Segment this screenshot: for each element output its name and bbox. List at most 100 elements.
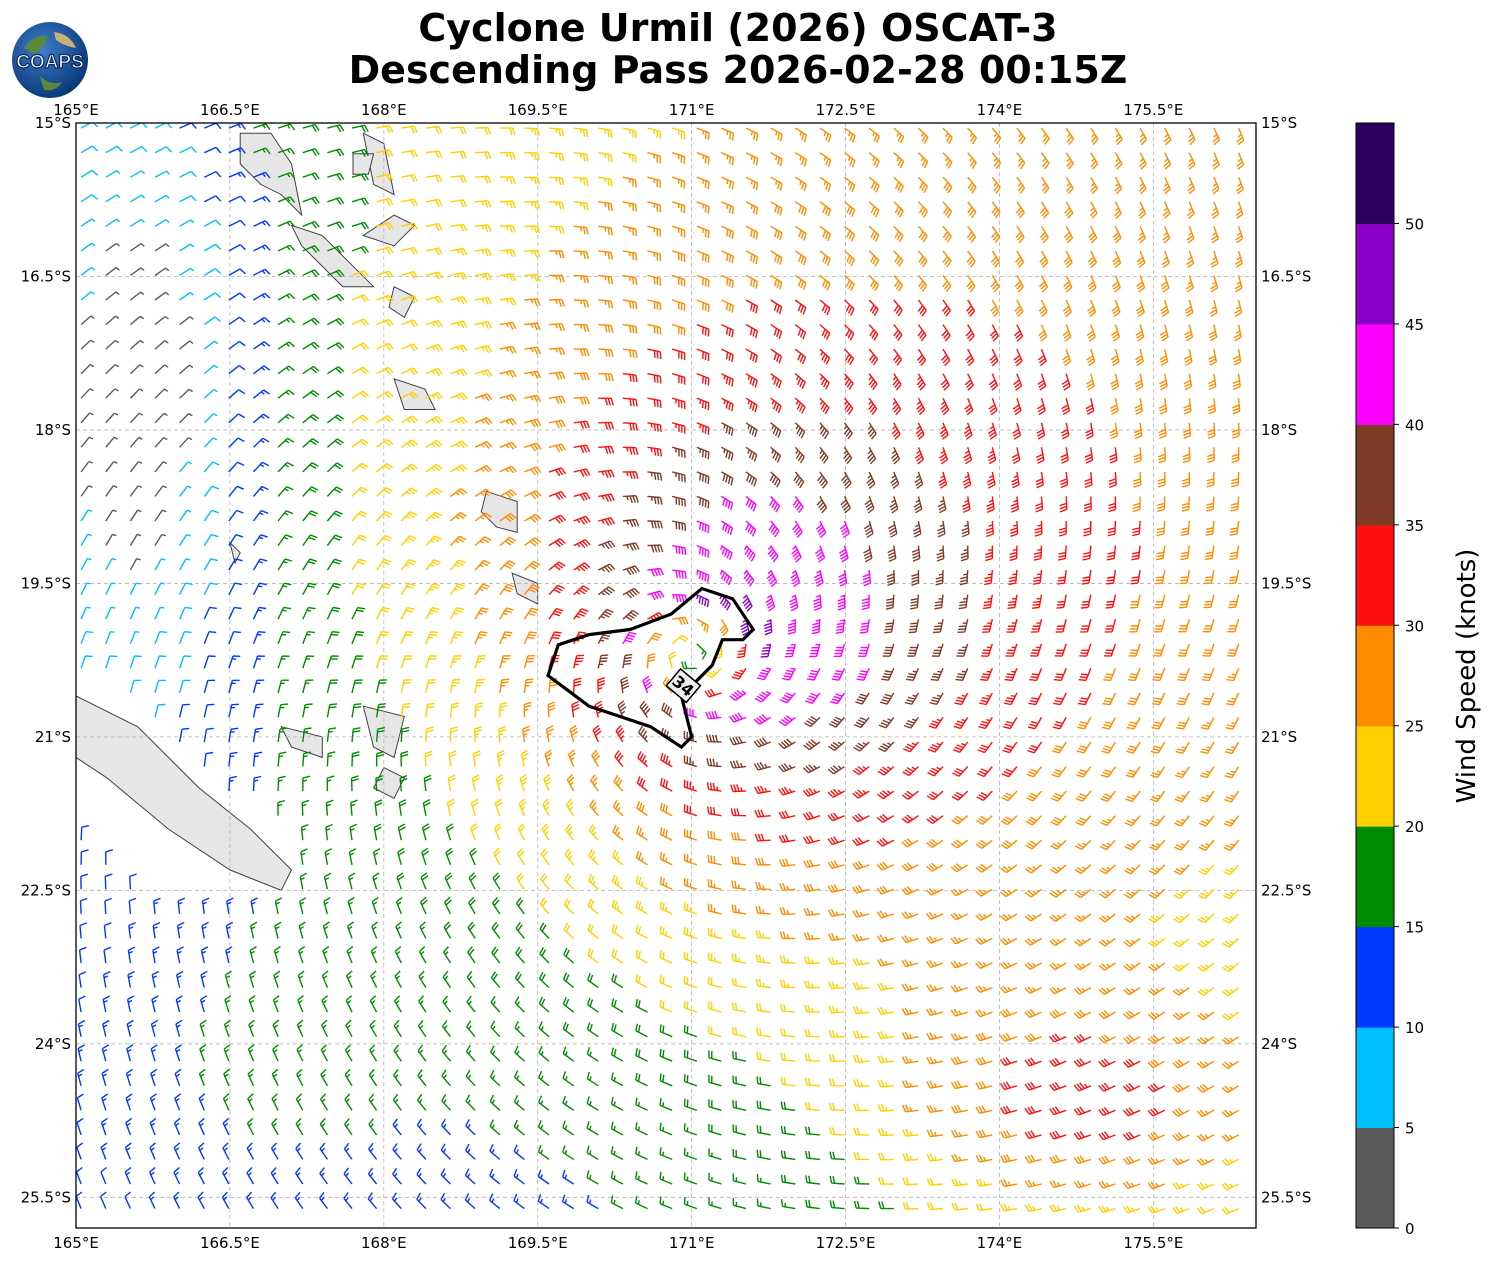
wind-barb — [1123, 888, 1141, 899]
wind-barb — [425, 559, 441, 571]
wind-barb — [393, 1044, 402, 1062]
wind-barb — [464, 1168, 476, 1185]
wind-barb — [489, 1069, 501, 1087]
wind-barb — [203, 461, 220, 473]
wind-barb — [252, 485, 269, 497]
wind-barb — [302, 245, 320, 253]
wind-barb — [1102, 692, 1117, 706]
wind-barb — [400, 439, 419, 448]
wind-barb — [598, 348, 614, 358]
wind-barb — [853, 1176, 870, 1185]
wind-barb — [1135, 324, 1145, 342]
wind-barb — [1173, 913, 1190, 924]
wind-barb — [130, 194, 145, 203]
wind-barb — [179, 364, 194, 375]
wind-barb — [203, 631, 217, 645]
wind-barb — [1225, 692, 1240, 706]
wind-barb — [622, 299, 638, 310]
wind-barb — [1054, 643, 1067, 657]
wind-barb — [567, 749, 576, 767]
wind-barb — [683, 706, 697, 719]
wind-barb — [1105, 594, 1117, 609]
wind-barb — [902, 1128, 919, 1137]
wind-barb — [277, 220, 296, 228]
wind-barb — [868, 373, 878, 391]
wind-barb — [327, 317, 345, 326]
wind-barb — [105, 582, 116, 596]
wind-barb — [474, 296, 492, 305]
wind-barb — [1234, 275, 1243, 293]
wind-barb — [154, 436, 168, 448]
wind-barb — [474, 678, 485, 694]
wind-barb — [975, 937, 993, 945]
wind-barb — [1050, 839, 1067, 850]
wind-barb — [647, 225, 662, 237]
wind-barb — [939, 422, 949, 440]
wind-barb — [548, 419, 566, 429]
wind-barb — [374, 799, 383, 816]
wind-barb — [1114, 176, 1123, 195]
34kt-contour: 34 — [546, 586, 756, 750]
wind-barb — [952, 766, 969, 777]
wind-barb — [794, 127, 808, 143]
wind-barb — [475, 175, 492, 184]
wind-barb — [1109, 422, 1119, 440]
wind-barb — [1222, 937, 1240, 948]
wind-barb — [400, 655, 413, 669]
wind-barb — [302, 389, 320, 399]
lon-tick-label-bottom: 168°E — [361, 1234, 407, 1252]
wind-barb — [326, 414, 345, 424]
wind-barb — [888, 520, 898, 538]
colorbar-tick-label: 15 — [1405, 919, 1424, 937]
wind-barb — [1124, 864, 1141, 875]
wind-barb — [1049, 888, 1067, 898]
wind-barb — [537, 1169, 550, 1185]
wind-barb — [804, 1053, 820, 1062]
wind-barb — [400, 607, 415, 620]
wind-barb — [351, 486, 368, 497]
wind-barb — [756, 1027, 771, 1038]
wind-barb — [1208, 324, 1218, 342]
wind-barb — [228, 679, 240, 694]
wind-barb — [696, 544, 710, 558]
wind-barb — [228, 751, 238, 767]
wind-barb — [277, 317, 296, 326]
wind-barb — [176, 921, 185, 939]
wind-barb — [802, 764, 821, 774]
wind-barb — [321, 970, 329, 988]
wind-barb — [636, 825, 648, 841]
island — [228, 540, 241, 565]
wind-barb — [754, 785, 771, 795]
wind-barb — [926, 959, 944, 968]
wind-barb — [745, 274, 759, 289]
wind-barb — [745, 422, 758, 438]
wind-barb — [732, 1148, 747, 1161]
wind-barb — [819, 324, 831, 340]
wind-barb — [827, 788, 845, 798]
wind-barb — [610, 1195, 624, 1210]
wind-barb — [418, 995, 427, 1013]
wind-barb — [683, 1196, 698, 1210]
wind-barb — [1155, 569, 1166, 585]
wind-barb — [1057, 570, 1067, 585]
wind-barb — [1179, 569, 1190, 585]
wind-barb — [1025, 815, 1042, 826]
wind-barb — [252, 558, 268, 571]
wind-barb — [442, 970, 452, 988]
wind-barb — [637, 751, 648, 768]
wind-barb — [449, 607, 464, 620]
wind-barb — [537, 1120, 550, 1136]
wind-barb — [683, 828, 698, 841]
wind-barb — [1073, 1082, 1092, 1092]
lon-tick-label-top: 172.5°E — [816, 101, 876, 119]
wind-barb — [610, 1072, 624, 1087]
wind-barb — [446, 798, 455, 816]
wind-barb — [951, 1202, 968, 1211]
wind-barb — [538, 996, 550, 1013]
wind-barb — [635, 900, 648, 915]
wind-barb — [319, 1167, 328, 1185]
wind-barb — [1182, 471, 1191, 488]
wind-barb — [200, 946, 209, 964]
wind-barb — [708, 1172, 722, 1185]
wind-barb — [831, 668, 846, 681]
